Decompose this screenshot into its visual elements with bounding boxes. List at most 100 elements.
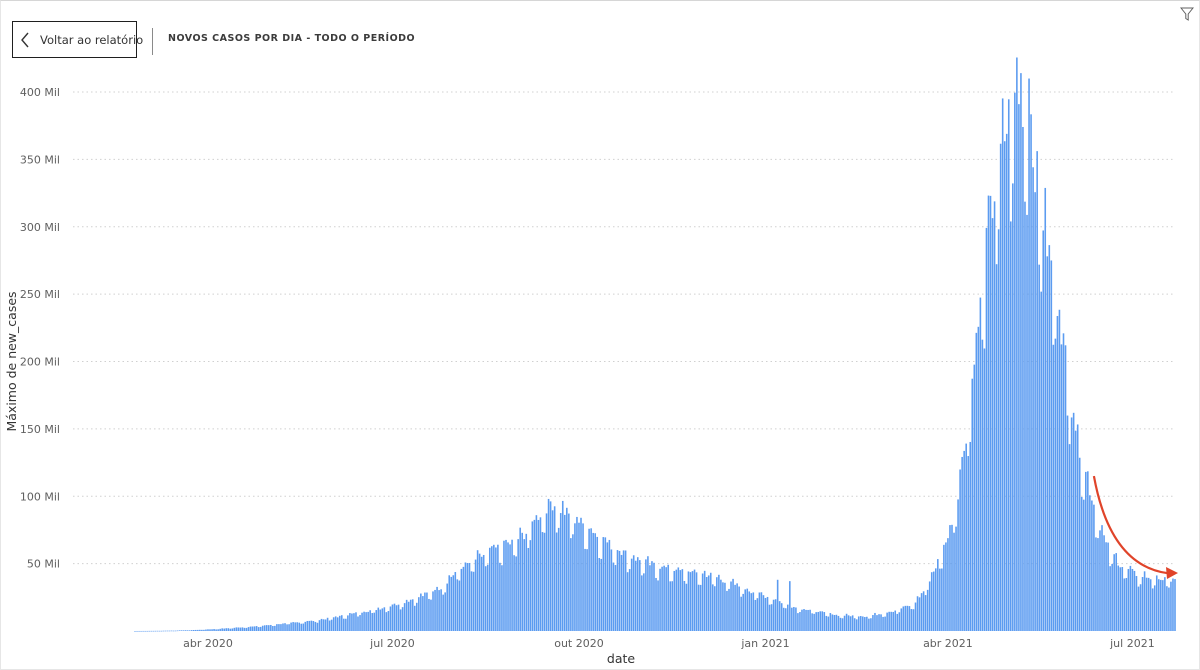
bar [1137, 586, 1140, 631]
bar [486, 564, 489, 631]
bar [1093, 504, 1095, 631]
bar [914, 602, 917, 631]
bar [1170, 581, 1172, 631]
bar [651, 561, 653, 631]
bar [1085, 471, 1087, 631]
y-axis-title: Máximo de new_cases [4, 291, 19, 431]
bar [162, 630, 165, 632]
bar [564, 514, 566, 631]
bar [464, 562, 467, 631]
bar [160, 630, 163, 632]
bar [1044, 187, 1047, 631]
bar [1125, 577, 1128, 631]
bar [239, 627, 242, 631]
bar [949, 525, 951, 631]
bar [134, 631, 136, 632]
bar [799, 612, 801, 631]
bar [205, 629, 207, 631]
bar [906, 605, 909, 631]
back-to-report-button[interactable]: Voltar ao relatório [12, 21, 143, 58]
bar [557, 527, 560, 631]
bar [1078, 457, 1081, 631]
bar [604, 537, 607, 631]
bar [819, 611, 822, 631]
bar [1070, 417, 1073, 631]
bar [1046, 256, 1049, 631]
y-tick-label: 50 Mil [27, 558, 60, 571]
bar [1056, 316, 1059, 631]
bar [580, 517, 582, 631]
bar [284, 623, 286, 631]
bar [878, 614, 880, 631]
bar [1012, 183, 1014, 631]
y-tick-label: 300 Mil [20, 221, 60, 234]
bar [1101, 525, 1103, 631]
bar [369, 610, 371, 631]
bar [1141, 577, 1144, 631]
bar [1133, 570, 1136, 631]
bar [247, 627, 250, 631]
bar [180, 630, 183, 631]
bar [590, 528, 592, 631]
bar [470, 571, 473, 631]
bar [795, 607, 797, 631]
bar [1155, 575, 1158, 631]
bar [482, 554, 485, 631]
bar [1087, 471, 1089, 631]
bar [870, 618, 872, 631]
bar [416, 602, 418, 631]
bar [630, 558, 633, 631]
bar [880, 614, 882, 631]
bar [1020, 73, 1022, 631]
bar [298, 622, 300, 631]
bar [815, 612, 817, 631]
bar [531, 521, 534, 631]
bar [971, 378, 974, 631]
bar [1135, 576, 1138, 631]
y-axis-ticks: 50 Mil 100 Mil 150 Mil 200 Mil 250 Mil 300 Mi… [20, 86, 60, 571]
bar [501, 565, 503, 631]
bar [272, 626, 274, 631]
bar [152, 630, 155, 632]
bar [1174, 579, 1176, 631]
x-tick-label: abr 2020 [183, 637, 233, 650]
bar [657, 580, 659, 631]
bar [643, 573, 645, 631]
bar [801, 609, 803, 631]
bar [689, 572, 692, 631]
bar [411, 599, 414, 631]
bar [320, 618, 323, 631]
bar [257, 627, 260, 631]
bar [1082, 499, 1085, 631]
bar [462, 566, 465, 631]
bar [195, 629, 197, 631]
bar [357, 616, 359, 631]
bar [782, 607, 785, 631]
bar [1129, 565, 1132, 631]
bar [732, 578, 734, 631]
bar [918, 597, 921, 631]
bar [728, 588, 730, 631]
bar [513, 555, 515, 631]
bar [730, 581, 732, 631]
bar [939, 568, 941, 631]
bar [594, 533, 596, 631]
bar [699, 584, 702, 631]
bar [898, 612, 901, 631]
bar [478, 553, 481, 631]
bar [578, 522, 580, 631]
bar [612, 562, 615, 631]
bar [326, 617, 329, 631]
bar [973, 364, 976, 631]
bar [687, 571, 690, 631]
bar [1054, 338, 1057, 631]
bar [245, 627, 248, 631]
bar [286, 624, 288, 631]
filter-funnel-icon[interactable] [1180, 7, 1194, 22]
bar [545, 513, 548, 631]
bar [568, 513, 570, 631]
bar [776, 579, 779, 631]
bar [213, 629, 215, 631]
bar [955, 526, 957, 631]
bar [1127, 569, 1130, 631]
